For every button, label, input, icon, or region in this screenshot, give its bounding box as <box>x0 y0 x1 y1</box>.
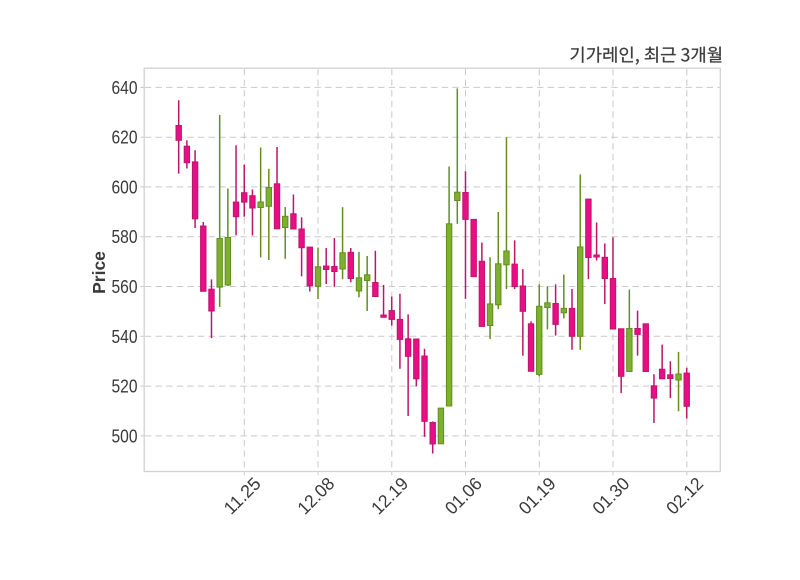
svg-text:520: 520 <box>112 377 138 397</box>
svg-text:580: 580 <box>112 227 138 247</box>
svg-text:640: 640 <box>112 78 138 98</box>
svg-text:500: 500 <box>112 426 138 446</box>
svg-text:Price: Price <box>89 251 109 294</box>
svg-text:560: 560 <box>112 277 138 297</box>
svg-text:600: 600 <box>112 177 138 197</box>
svg-text:620: 620 <box>112 128 138 148</box>
svg-text:540: 540 <box>112 327 138 347</box>
